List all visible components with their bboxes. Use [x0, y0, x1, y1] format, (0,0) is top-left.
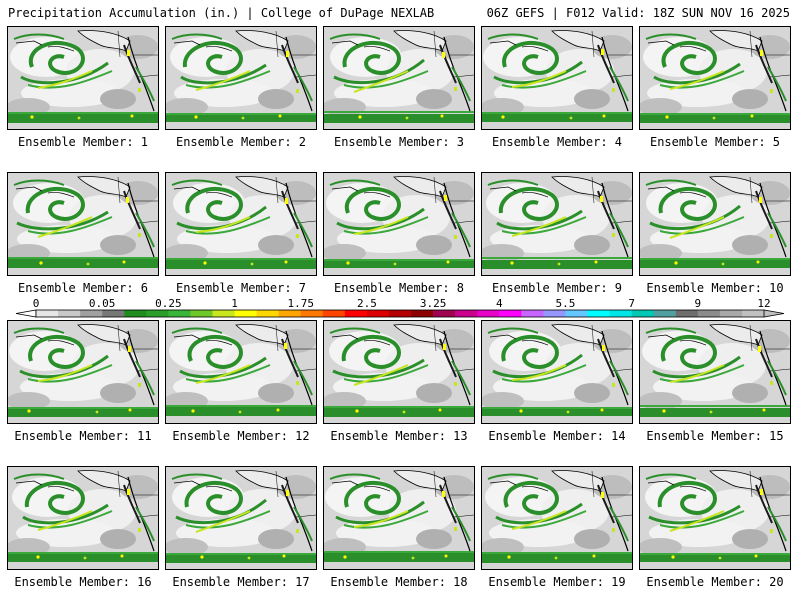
colorbar-swatch — [234, 310, 257, 317]
colorbar-outline — [35, 309, 765, 318]
colorbar-tick-label: 9 — [695, 298, 702, 310]
colorbar-swatch — [411, 310, 434, 317]
ensemble-member-label-6: Ensemble Member: 6 — [17, 281, 149, 295]
map-title: Precipitation Accumulation (in.) | Colle… — [8, 6, 435, 20]
precip-colorbar: 0 0.05 0.25 1 1.75 2.5 3.25 4 5.5 7 9 12 — [0, 298, 800, 320]
ensemble-map-3 — [323, 26, 475, 130]
colorbar-right-arrow — [763, 309, 785, 318]
ensemble-member-label-20: Ensemble Member: 20 — [646, 575, 784, 589]
ensemble-map-19 — [481, 466, 633, 570]
colorbar-swatch — [741, 310, 765, 317]
ensemble-member-label-15: Ensemble Member: 15 — [646, 429, 784, 443]
ensemble-map-7 — [165, 172, 317, 276]
colorbar-swatch — [587, 310, 610, 317]
colorbar-swatch — [631, 310, 654, 317]
ensemble-map-11 — [7, 320, 159, 424]
colorbar-swatch — [278, 310, 302, 317]
colorbar-swatch — [168, 310, 191, 317]
ensemble-member-label-17: Ensemble Member: 17 — [172, 575, 310, 589]
ensemble-member-label-2: Ensemble Member: 2 — [175, 135, 307, 149]
colorbar-swatch — [719, 310, 743, 317]
colorbar-swatch — [300, 310, 324, 317]
ensemble-member-label-1: Ensemble Member: 1 — [17, 135, 149, 149]
colorbar-swatch — [477, 310, 500, 317]
ensemble-map-17 — [165, 466, 317, 570]
colorbar-swatch — [499, 310, 522, 317]
ensemble-member-label-7: Ensemble Member: 7 — [175, 281, 307, 295]
colorbar-swatch — [36, 310, 59, 317]
ensemble-member-label-8: Ensemble Member: 8 — [333, 281, 465, 295]
colorbar-swatch — [146, 310, 169, 317]
colorbar-tick-label: 1 — [231, 298, 238, 310]
colorbar-graphic: 0 0.05 0.25 1 1.75 2.5 3.25 4 5.5 7 9 12 — [15, 298, 785, 318]
colorbar-swatch — [455, 310, 478, 317]
colorbar-tick-label: 5.5 — [556, 298, 576, 310]
colorbar-swatch — [388, 310, 412, 317]
ensemble-map-8 — [323, 172, 475, 276]
colorbar-swatch — [609, 310, 632, 317]
colorbar-tick-label: 2.5 — [357, 298, 377, 310]
colorbar-tick-label: 0.25 — [155, 298, 182, 310]
ensemble-map-13 — [323, 320, 475, 424]
ensemble-member-label-4: Ensemble Member: 4 — [491, 135, 623, 149]
colorbar-swatch — [366, 310, 390, 317]
colorbar-tick-label: 1.75 — [287, 298, 314, 310]
ensemble-member-label-10: Ensemble Member: 10 — [646, 281, 784, 295]
ensemble-member-label-12: Ensemble Member: 12 — [172, 429, 310, 443]
colorbar-swatch — [697, 310, 721, 317]
colorbar-swatch — [565, 310, 588, 317]
ensemble-map-16 — [7, 466, 159, 570]
ensemble-map-20 — [639, 466, 791, 570]
ensemble-member-label-14: Ensemble Member: 14 — [488, 429, 626, 443]
ensemble-member-label-13: Ensemble Member: 13 — [330, 429, 468, 443]
colorbar-left-arrow — [15, 309, 37, 318]
colorbar-tick-label: 12 — [757, 298, 770, 310]
ensemble-map-9 — [481, 172, 633, 276]
ensemble-member-label-16: Ensemble Member: 16 — [14, 575, 152, 589]
colorbar-swatch — [344, 310, 368, 317]
ensemble-map-14 — [481, 320, 633, 424]
colorbar-swatch — [675, 310, 699, 317]
colorbar-swatch — [190, 310, 213, 317]
colorbar-swatch — [521, 310, 544, 317]
colorbar-swatch — [212, 310, 235, 317]
colorbar-swatch — [543, 310, 566, 317]
colorbar-swatch — [653, 310, 677, 317]
ensemble-map-4 — [481, 26, 633, 130]
ensemble-member-label-3: Ensemble Member: 3 — [333, 135, 465, 149]
ensemble-map-5 — [639, 26, 791, 130]
ensemble-map-6 — [7, 172, 159, 276]
colorbar-tick-label: 4 — [496, 298, 503, 310]
colorbar-swatch — [124, 310, 147, 317]
ensemble-map-18 — [323, 466, 475, 570]
colorbar-swatch — [256, 310, 279, 317]
ensemble-map-12 — [165, 320, 317, 424]
colorbar-tick-label: 0 — [33, 298, 40, 310]
colorbar-swatch — [322, 310, 346, 317]
ensemble-map-10 — [639, 172, 791, 276]
ensemble-map-15 — [639, 320, 791, 424]
ensemble-member-label-5: Ensemble Member: 5 — [649, 135, 781, 149]
colorbar-swatch — [102, 310, 125, 317]
colorbar-swatch — [433, 310, 456, 317]
colorbar-tick-label: 7 — [628, 298, 635, 310]
ensemble-map-1 — [7, 26, 159, 130]
ensemble-member-label-9: Ensemble Member: 9 — [491, 281, 623, 295]
model-run-info: 06Z GEFS | F012 Valid: 18Z SUN NOV 16 20… — [486, 6, 790, 20]
colorbar-swatch — [80, 310, 103, 317]
colorbar-tick-label: 3.25 — [420, 298, 447, 310]
ensemble-map-2 — [165, 26, 317, 130]
ensemble-member-label-11: Ensemble Member: 11 — [14, 429, 152, 443]
colorbar-tick-label: 0.05 — [89, 298, 116, 310]
ensemble-member-label-18: Ensemble Member: 18 — [330, 575, 468, 589]
ensemble-member-label-19: Ensemble Member: 19 — [488, 575, 626, 589]
colorbar-swatch — [58, 310, 81, 317]
